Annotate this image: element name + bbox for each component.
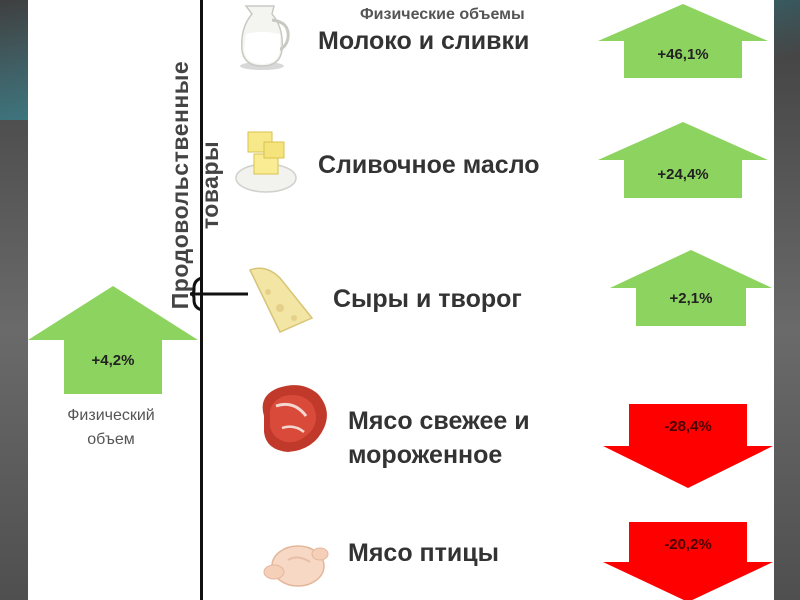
down-arrow-meat	[603, 404, 773, 488]
summary-up-arrow	[28, 286, 198, 394]
cheese-icon	[248, 267, 314, 333]
summary-label-line2: объем	[87, 431, 135, 448]
summary-label-line1: Физический	[67, 407, 155, 424]
product-name-poultry: Мясо птицы	[348, 539, 499, 567]
value-meat: -28,4%	[664, 418, 712, 435]
product-name-butter: Сливочное масло	[318, 151, 540, 179]
chicken-icon	[263, 545, 329, 587]
butter-icon	[235, 131, 297, 193]
divider-line	[200, 0, 203, 600]
up-arrow-butter	[598, 122, 768, 198]
value-cheese: +2,1%	[669, 290, 713, 307]
summary-label: Физический объем	[36, 404, 186, 452]
down-arrow-poultry	[603, 522, 773, 600]
up-arrow-cheese	[610, 250, 772, 326]
value-poultry: -20,2%	[664, 536, 712, 553]
up-arrow-milk	[598, 4, 768, 78]
meat-steak-icon	[262, 385, 327, 452]
value-butter: +24,4%	[657, 166, 709, 183]
product-name-cheese: Сыры и творог	[333, 285, 522, 313]
summary-value: +4,2%	[91, 352, 135, 369]
milk-jug-icon	[240, 5, 290, 70]
brace-icon	[190, 276, 248, 312]
value-milk: +46,1%	[657, 46, 709, 63]
header-label: Физические объемы	[360, 6, 525, 23]
product-name-meat: Мясо свежее и мороженное	[348, 407, 530, 469]
product-name-milk: Молоко и сливки	[318, 27, 530, 55]
